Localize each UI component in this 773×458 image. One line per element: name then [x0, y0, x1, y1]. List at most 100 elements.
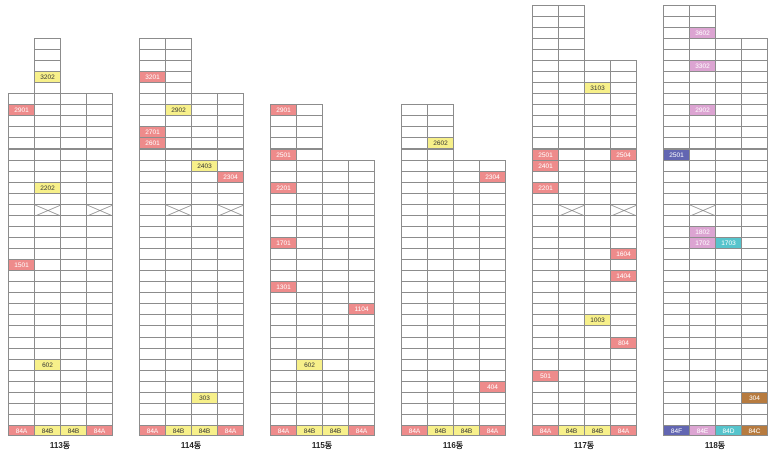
floor-cell: [741, 325, 768, 338]
floor-cell: [663, 115, 690, 128]
floor-cell: [689, 358, 716, 371]
floor-cell: [689, 281, 716, 294]
floor-cell: [741, 126, 768, 139]
floor-cell: [453, 402, 480, 415]
unit-602: 602: [34, 358, 61, 371]
floor-cell: [348, 225, 375, 238]
floor-cell: [322, 380, 349, 393]
floor-cell: [427, 391, 454, 404]
floor-cell: [532, 192, 559, 205]
floor-cell: [322, 391, 349, 404]
floor-cell: [191, 192, 218, 205]
floor-cell: [663, 270, 690, 283]
floor-cell: [270, 402, 297, 415]
floor-cell: [479, 336, 506, 349]
floor-cell: [60, 270, 87, 283]
floor-cell: [741, 192, 768, 205]
floor-cell: [584, 391, 611, 404]
floor-cell: [427, 314, 454, 327]
floor-cell: [191, 303, 218, 316]
floor-cell: [584, 369, 611, 382]
floor-cell: [532, 236, 559, 250]
floor-cell: [217, 380, 244, 393]
floor-cell: [715, 126, 742, 139]
unit-2902: 2902: [165, 104, 192, 117]
floor-cell: [322, 336, 349, 349]
floor-cell: [584, 137, 611, 150]
floor-cell: [689, 214, 716, 227]
floor-cell: [217, 115, 244, 128]
floor-cell: [663, 325, 690, 338]
floor-cell: [584, 281, 611, 294]
floor-cell: [217, 303, 244, 316]
floor-cell: [715, 159, 742, 172]
floor-cell: [715, 281, 742, 294]
floor-cell: [479, 203, 506, 216]
floor-cell: [663, 391, 690, 404]
floor-cell: [60, 126, 87, 139]
floor-cell: [34, 159, 61, 172]
floor-cell: [296, 214, 323, 227]
floor-cell: [558, 292, 585, 305]
floor-cell: [86, 358, 113, 371]
floor-cell: [427, 159, 454, 172]
floor-cell: [558, 104, 585, 117]
floor-cell: [663, 170, 690, 183]
floor-cell: [60, 391, 87, 404]
floor-cell: [427, 281, 454, 294]
floor-cell: [86, 214, 113, 227]
floor-cell: [270, 358, 297, 371]
floor-cell: [663, 380, 690, 393]
skip-floor-cell: [610, 203, 637, 216]
floor-cell: [663, 93, 690, 106]
floor-cell: [715, 336, 742, 349]
floor-cell: [191, 402, 218, 415]
floor-cell: [532, 336, 559, 349]
floor-cell: [165, 170, 192, 183]
floor-cell: [584, 303, 611, 316]
floor-cell: [217, 325, 244, 338]
floor-cell: [60, 214, 87, 227]
unit-304: 304: [741, 391, 768, 404]
floor-cell: [401, 380, 428, 393]
floor-cell: [741, 203, 768, 216]
floor-cell: [348, 248, 375, 261]
floor-cell: [532, 270, 559, 283]
floor-cell: [191, 225, 218, 238]
floor-cell: [165, 336, 192, 349]
floor-cell: [296, 369, 323, 382]
floor-cell: [663, 15, 690, 28]
floor-cell: [715, 71, 742, 84]
floor-cell: [479, 192, 506, 205]
floor-cell: [139, 115, 166, 128]
floor-cell: [60, 104, 87, 117]
unit-type-label: 84A: [348, 425, 375, 436]
floor-cell: [191, 115, 218, 128]
floor-cell: [663, 82, 690, 95]
floor-cell: [401, 336, 428, 349]
floor-cell: [584, 104, 611, 117]
floor-cell: [689, 93, 716, 106]
floor-cell: [86, 259, 113, 272]
floor-cell: [60, 170, 87, 183]
floor-cell: [139, 259, 166, 272]
floor-cell: [322, 281, 349, 294]
floor-cell: [86, 270, 113, 283]
unit-2304: 2304: [217, 170, 244, 183]
floor-cell: [610, 170, 637, 183]
floor-cell: [139, 358, 166, 371]
unit-3201: 3201: [139, 71, 166, 84]
floor-cell: [532, 26, 559, 39]
floor-cell: [715, 292, 742, 305]
floor-cell: [715, 325, 742, 338]
floor-cell: [741, 314, 768, 327]
floor-cell: [165, 380, 192, 393]
unit-1003: 1003: [584, 314, 611, 327]
floor-cell: [610, 281, 637, 294]
floor-cell: [663, 347, 690, 360]
floor-cell: [401, 137, 428, 150]
floor-cell: [217, 358, 244, 371]
building-name: 114동: [180, 441, 202, 450]
floor-cell: [139, 170, 166, 183]
floor-cell: [8, 192, 35, 205]
